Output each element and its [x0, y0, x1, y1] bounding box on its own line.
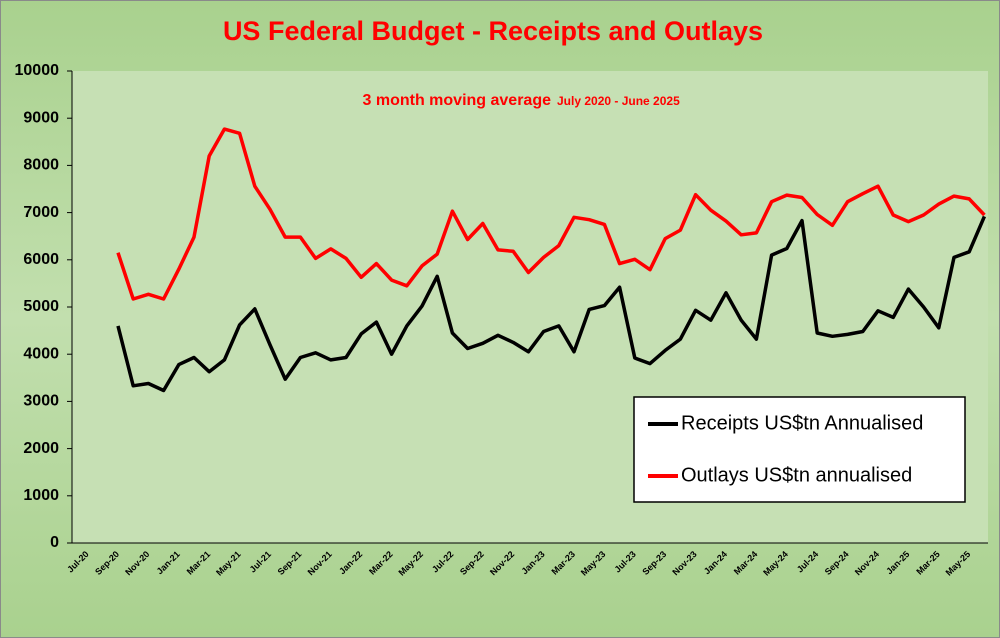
y-tick-label: 6000 — [23, 251, 59, 268]
y-tick-label: 7000 — [23, 204, 59, 221]
y-tick-label: 0 — [50, 534, 59, 551]
y-tick-label: 3000 — [23, 393, 59, 410]
subtitle: 3 month moving average — [363, 92, 552, 109]
legend-box — [633, 396, 966, 503]
y-tick-label: 1000 — [23, 487, 59, 504]
y-tick-label: 5000 — [23, 298, 59, 315]
y-tick-label: 8000 — [23, 157, 59, 174]
y-tick-label: 2000 — [23, 440, 59, 457]
y-tick-label: 10000 — [15, 62, 60, 79]
legend-label: Outlays US$tn annualised — [681, 464, 912, 486]
series-line — [116, 127, 986, 301]
chart-title: US Federal Budget - Receipts and Outlays — [223, 16, 763, 46]
y-tick-label: 9000 — [23, 109, 59, 126]
series-line — [116, 215, 987, 393]
legend-label: Receipts US$tn Annualised — [681, 412, 923, 434]
subtitle-range: July 2020 - June 2025 — [557, 94, 680, 108]
y-tick-label: 4000 — [23, 345, 59, 362]
